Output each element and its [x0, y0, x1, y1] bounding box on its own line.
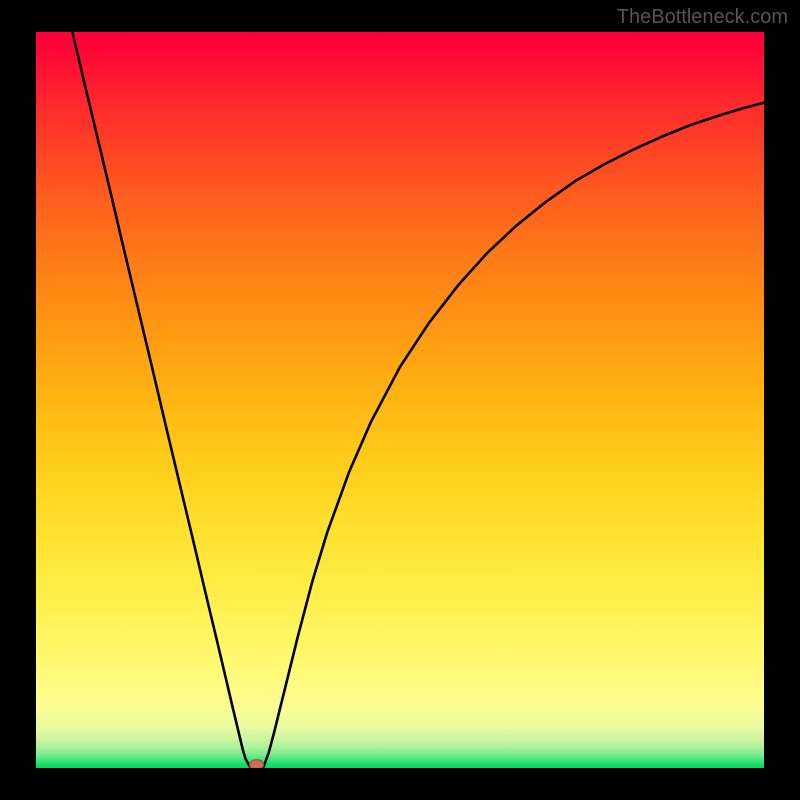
optimal-point-marker: [250, 760, 264, 768]
watermark-text: TheBottleneck.com: [617, 6, 788, 29]
bottleneck-curve: [36, 32, 764, 768]
chart-plot-area: [36, 32, 764, 768]
